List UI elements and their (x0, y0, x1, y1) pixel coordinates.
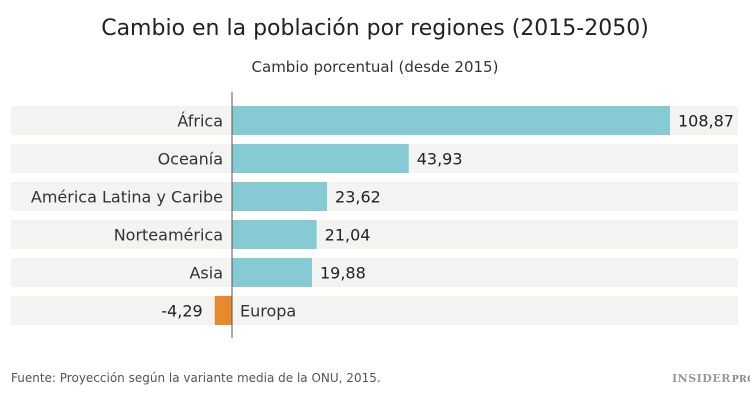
value-label: 108,87 (678, 112, 734, 131)
source-note: Fuente: Proyección según la variante med… (11, 371, 381, 385)
row-band (11, 220, 738, 249)
bar (232, 220, 317, 249)
chart-subtitle: Cambio porcentual (desde 2015) (251, 58, 499, 76)
row-band (11, 296, 738, 325)
insider-pro-logo: INSIDERPRO (672, 372, 750, 385)
category-label: Norteamérica (114, 226, 223, 245)
bar (232, 106, 670, 135)
logo-suffix: PRO (731, 375, 750, 385)
category-label: Asia (189, 264, 223, 283)
value-label: 23,62 (335, 188, 381, 207)
row-band (11, 258, 738, 287)
value-label: -4,29 (161, 302, 202, 321)
bar (232, 258, 312, 287)
bar (214, 296, 232, 325)
category-label: Europa (240, 302, 296, 321)
bar (232, 182, 328, 211)
chart-title: Cambio en la población por regiones (201… (101, 16, 649, 41)
row-band (11, 182, 738, 211)
category-label: África (177, 112, 223, 131)
category-label: América Latina y Caribe (31, 188, 223, 207)
bar (232, 144, 409, 173)
value-label: 21,04 (325, 226, 371, 245)
category-label: Oceanía (158, 150, 223, 169)
logo-text: INSIDER (672, 372, 731, 385)
value-label: 43,93 (417, 150, 463, 169)
value-label: 19,88 (320, 264, 366, 283)
